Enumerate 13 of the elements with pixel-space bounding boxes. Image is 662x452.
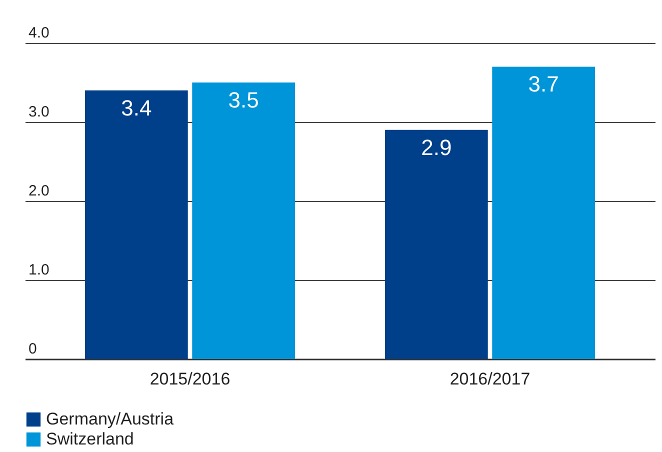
data-label: 3.7 <box>528 72 559 97</box>
y-tick-label: 3.0 <box>28 104 50 120</box>
x-tick-label: 2015/2016 <box>150 370 230 388</box>
data-label: 2.9 <box>421 134 452 160</box>
x-tick-label: 2016/2017 <box>450 370 530 388</box>
y-tick-label: 4.0 <box>28 24 50 42</box>
y-tick-label: 1.0 <box>28 262 50 278</box>
data-label: 3.5 <box>228 88 259 112</box>
data-label: 3.4 <box>121 95 152 120</box>
legend-label: Germany/Austria <box>46 410 174 428</box>
y-tick-label: 2.0 <box>28 182 50 200</box>
y-tick-label: 0 <box>28 340 37 358</box>
legend-label: Switzerland <box>46 430 134 448</box>
